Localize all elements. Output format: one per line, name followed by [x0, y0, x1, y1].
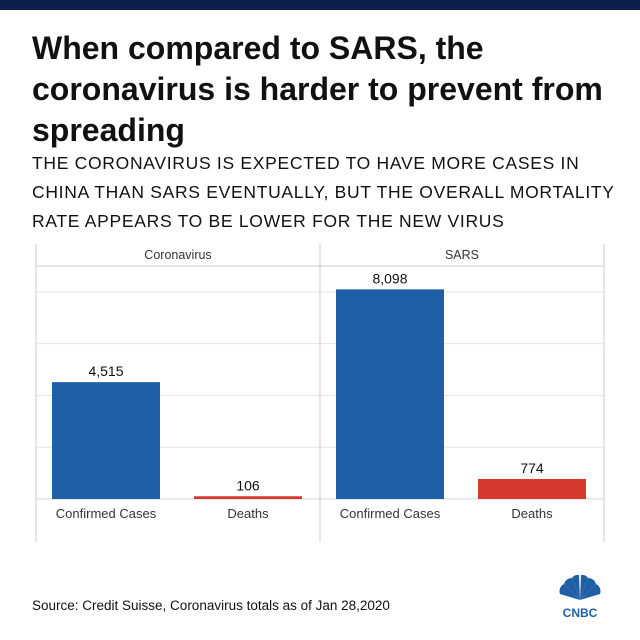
bar-chart: Coronavirus 4,515 Confirmed Cases 106 Deaths…	[35, 244, 605, 542]
bar-deaths	[478, 478, 586, 499]
top-brand-bar	[0, 0, 640, 10]
cnbc-logo: CNBC	[559, 574, 601, 620]
peacock-icon	[559, 574, 601, 600]
bar-deaths	[194, 496, 302, 499]
category-label: Confirmed Cases	[56, 506, 157, 521]
panel-header	[320, 244, 604, 266]
bar-value-label: 8,098	[372, 270, 407, 286]
category-label: Deaths	[511, 506, 553, 521]
logo-text: CNBC	[563, 606, 598, 620]
panel-label: Coronavirus	[144, 248, 211, 262]
chart-subtitle: THE CORONAVIRUS IS EXPECTED TO HAVE MORE…	[32, 153, 615, 231]
bar-confirmed-cases	[52, 382, 160, 499]
bar-value-label: 4,515	[88, 363, 123, 379]
source-note: Source: Credit Suisse, Coronavirus total…	[32, 598, 390, 613]
bar-value-label: 774	[520, 460, 544, 476]
category-label: Confirmed Cases	[340, 506, 441, 521]
bar-confirmed-cases	[336, 289, 444, 499]
panel-header	[36, 244, 320, 266]
category-label: Deaths	[227, 506, 269, 521]
panel-label: SARS	[445, 248, 479, 262]
bar-value-label: 106	[236, 477, 260, 493]
chart-title: When compared to SARS, the coronavirus i…	[32, 30, 603, 148]
